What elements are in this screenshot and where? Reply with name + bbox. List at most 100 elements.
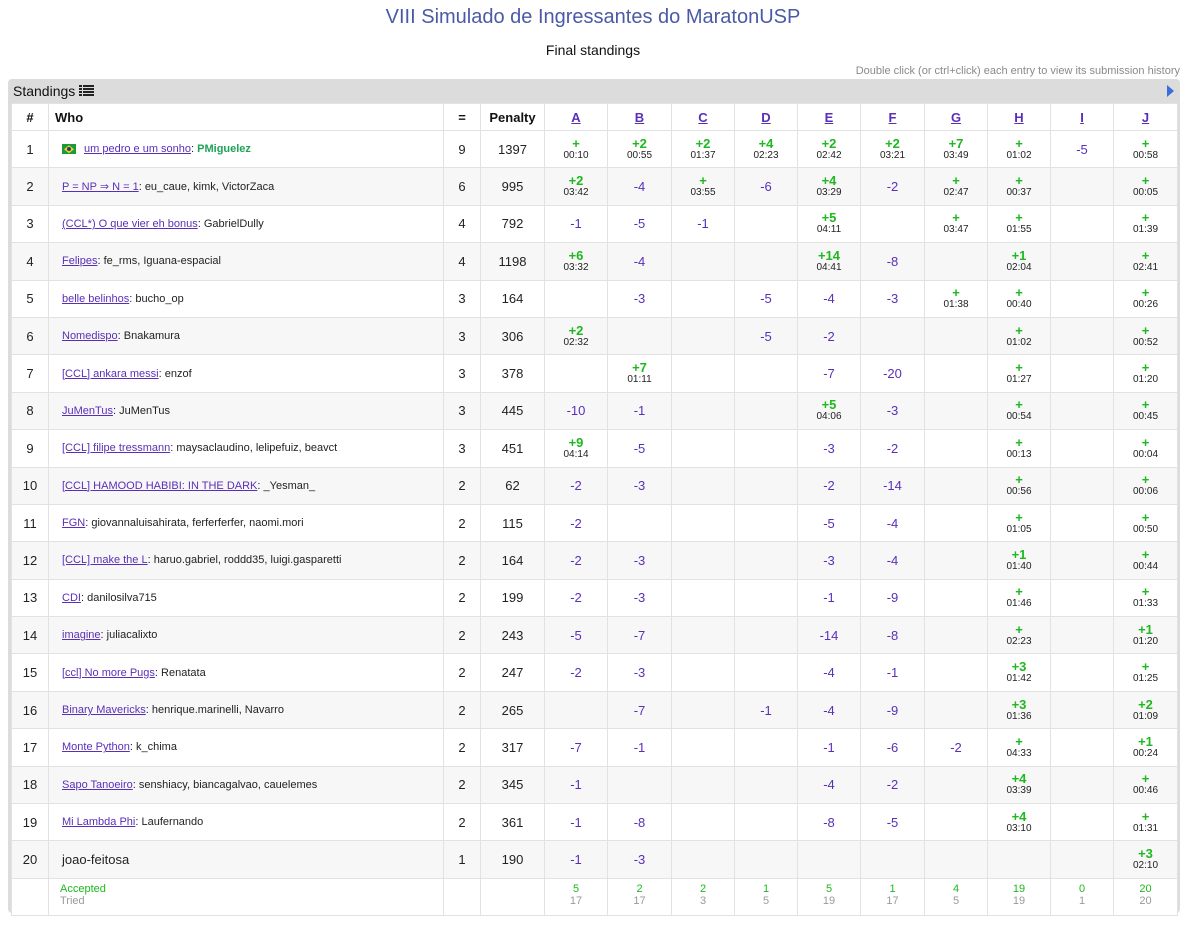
problem-cell-b[interactable]: -1 (607, 728, 672, 767)
table-row[interactable]: 13 CDI: danilosilva715 2 199 -2 -3 -1 -9 +01:46 +… (11, 578, 1178, 618)
table-row[interactable]: 7 [CCL] ankara messi: enzof 3 378 +7 01:11 -7 -… (11, 354, 1178, 393)
team-link[interactable]: [CCL] ankara messi (62, 367, 159, 380)
problem-cell-b[interactable]: -7 (607, 690, 672, 730)
problem-cell-g[interactable]: +7 03:49 (924, 129, 988, 169)
problem-cell-f[interactable]: -8 (860, 242, 925, 281)
team-link[interactable]: [CCL] HAMOOD HABIBI: IN THE DARK (62, 479, 258, 492)
problem-cell-c[interactable]: +2 01:37 (671, 129, 735, 169)
team-link[interactable]: JuMenTus (62, 404, 113, 417)
problem-cell-a[interactable]: -7 (544, 728, 608, 767)
problem-cell-j[interactable]: +00:52 (1113, 316, 1178, 356)
problem-cell-d[interactable]: -1 (734, 690, 798, 730)
problem-cell-j[interactable]: +1 01:20 (1113, 616, 1178, 655)
table-row[interactable]: 3 (CCL*) O que vier eh bonus: GabrielDull… (11, 204, 1178, 244)
table-row[interactable]: 12 [CCL] make the L: haruo.gabriel, roddd… (11, 541, 1178, 580)
problem-cell-b[interactable]: -3 (607, 279, 672, 318)
team-link[interactable]: Monte Python (62, 741, 130, 754)
problem-cell-b[interactable]: -4 (607, 167, 672, 206)
problem-cell-g[interactable]: -2 (924, 728, 988, 767)
problem-cell-h[interactable]: +04:33 (987, 728, 1051, 767)
team-link[interactable]: Binary Mavericks (62, 704, 146, 717)
problem-link-a[interactable]: A (571, 109, 581, 125)
team-link[interactable]: Nomedispo (62, 330, 118, 343)
problem-cell-j[interactable]: +00:46 (1113, 765, 1178, 805)
problem-link-i[interactable]: I (1080, 109, 1084, 125)
problem-cell-c[interactable]: -1 (671, 204, 735, 244)
problem-cell-f[interactable]: -6 (860, 728, 925, 767)
problem-cell-j[interactable]: +01:31 (1113, 803, 1178, 842)
problem-cell-j[interactable]: +00:45 (1113, 391, 1178, 431)
problem-cell-f[interactable]: -9 (860, 690, 925, 730)
problem-cell-b[interactable]: -3 (607, 541, 672, 580)
problem-cell-j[interactable]: +01:25 (1113, 653, 1178, 692)
problem-cell-j[interactable]: +00:58 (1113, 129, 1178, 169)
expand-arrow-icon[interactable] (1167, 85, 1174, 97)
problem-cell-h[interactable]: +01:05 (987, 503, 1051, 543)
table-row[interactable]: 5 belle belinhos: bucho_op 3 164 -3 -5 -4 -3 +01… (11, 279, 1178, 318)
problem-cell-e[interactable]: -2 (797, 316, 861, 356)
team-link[interactable]: imagine (62, 629, 101, 642)
table-row[interactable]: 14 imagine: juliacalixto 2 243 -5 -7 -14 -8 +02:… (11, 616, 1178, 655)
problem-cell-d[interactable]: -5 (734, 316, 798, 356)
problem-cell-f[interactable]: -14 (860, 466, 925, 505)
problem-cell-j[interactable]: +00:05 (1113, 167, 1178, 206)
problem-cell-j[interactable]: +00:44 (1113, 541, 1178, 580)
problem-cell-h[interactable]: +4 03:10 (987, 803, 1051, 842)
problem-cell-b[interactable]: -3 (607, 840, 672, 879)
team-link[interactable]: [ccl] No more Pugs (62, 666, 155, 679)
team-link[interactable]: [CCL] make the L (62, 554, 148, 567)
problem-cell-e[interactable]: -14 (797, 616, 861, 655)
team-link[interactable]: (CCL*) O que vier eh bonus (62, 217, 198, 230)
team-link[interactable]: um pedro e um sonho (84, 143, 192, 156)
problem-cell-a[interactable]: +6 03:32 (544, 242, 608, 281)
list-icon[interactable] (79, 85, 95, 97)
problem-cell-c[interactable]: +03:55 (671, 167, 735, 206)
problem-cell-h[interactable]: +1 01:40 (987, 541, 1051, 580)
problem-cell-h[interactable]: +01:46 (987, 578, 1051, 618)
problem-cell-h[interactable]: +1 02:04 (987, 242, 1051, 281)
problem-cell-a[interactable]: +2 02:32 (544, 316, 608, 356)
problem-cell-g[interactable]: +01:38 (924, 279, 988, 318)
table-row[interactable]: 19 Mi Lambda Phi: Laufernando 2 361 -1 -8 -8 -5… (11, 803, 1178, 842)
problem-cell-h[interactable]: +00:37 (987, 167, 1051, 206)
problem-cell-f[interactable]: -5 (860, 803, 925, 842)
team-link[interactable]: Mi Lambda Phi (62, 816, 136, 829)
problem-cell-b[interactable]: -3 (607, 466, 672, 505)
team-link[interactable]: belle belinhos (62, 292, 130, 305)
problem-cell-e[interactable]: -3 (797, 429, 861, 468)
problem-cell-e[interactable]: +4 03:29 (797, 167, 861, 206)
problem-cell-f[interactable]: -2 (860, 167, 925, 206)
table-row[interactable]: 4 Felipes: fe_rms, Iguana-espacial 4 1198 +6… (11, 242, 1178, 281)
problem-cell-a[interactable]: -1 (544, 840, 608, 879)
problem-cell-a[interactable]: -2 (544, 503, 608, 543)
problem-cell-b[interactable]: +7 01:11 (607, 354, 672, 393)
problem-cell-e[interactable]: -4 (797, 765, 861, 805)
problem-cell-j[interactable]: +02:41 (1113, 242, 1178, 281)
problem-cell-h[interactable]: +01:27 (987, 354, 1051, 393)
problem-cell-a[interactable]: -1 (544, 803, 608, 842)
problem-link-g[interactable]: G (950, 109, 962, 125)
team-link[interactable]: P = NP ⇒ N = 1 (62, 181, 139, 194)
problem-cell-e[interactable]: +14 04:41 (797, 242, 861, 281)
problem-cell-j[interactable]: +3 02:10 (1113, 840, 1178, 879)
problem-cell-b[interactable]: -1 (607, 391, 672, 431)
problem-cell-d[interactable]: +4 02:23 (734, 129, 798, 169)
problem-cell-b[interactable]: -5 (607, 204, 672, 244)
problem-cell-f[interactable]: -4 (860, 503, 925, 543)
problem-cell-b[interactable]: +2 00:55 (607, 129, 672, 169)
problem-cell-g[interactable]: +03:47 (924, 204, 988, 244)
problem-cell-h[interactable]: +00:13 (987, 429, 1051, 468)
problem-cell-b[interactable]: -5 (607, 429, 672, 468)
problem-cell-e[interactable]: +2 02:42 (797, 129, 861, 169)
problem-link-e[interactable]: E (824, 109, 834, 125)
problem-cell-i[interactable]: -5 (1050, 129, 1114, 169)
problem-cell-f[interactable]: +2 03:21 (860, 129, 925, 169)
team-link[interactable]: [CCL] filipe tressmann (62, 442, 171, 455)
problem-cell-e[interactable]: -1 (797, 578, 861, 618)
problem-cell-e[interactable]: -4 (797, 279, 861, 318)
table-row[interactable]: 16 Binary Mavericks: henrique.marinelli, … (11, 690, 1178, 730)
problem-cell-b[interactable]: -8 (607, 803, 672, 842)
problem-cell-f[interactable]: -3 (860, 279, 925, 318)
problem-cell-e[interactable]: +5 04:11 (797, 204, 861, 244)
team-link[interactable]: FGN (62, 517, 86, 530)
